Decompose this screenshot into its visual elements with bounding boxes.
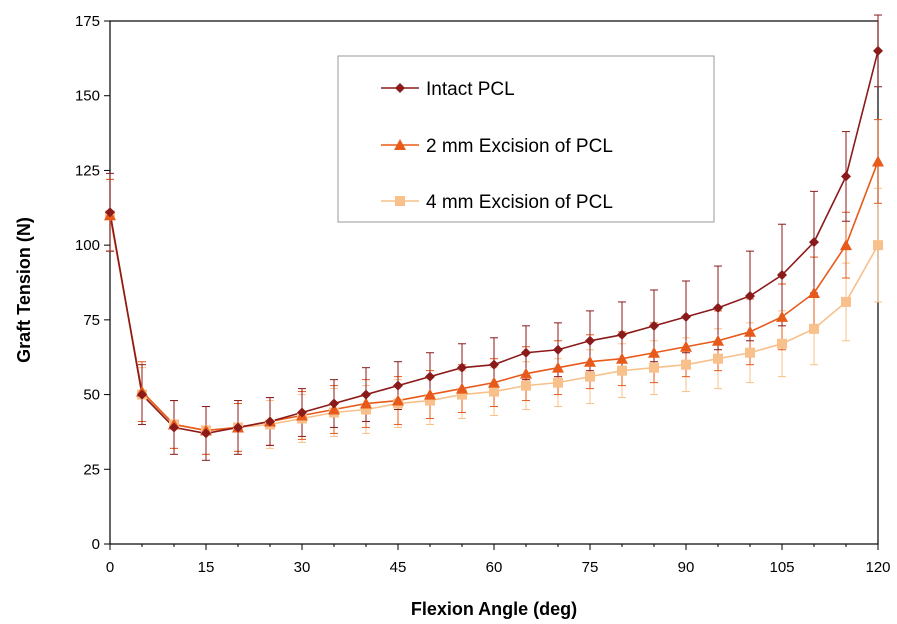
legend-marker-4-mm-excision-of-pcl <box>395 196 405 206</box>
x-tick-label: 75 <box>582 559 599 576</box>
y-tick-label: 125 <box>75 162 100 179</box>
data-point-2-mm-excision-of-pcl <box>616 352 628 364</box>
data-point-intact-pcl <box>585 335 595 346</box>
data-point-intact-pcl <box>137 389 147 400</box>
data-point-2-mm-excision-of-pcl <box>744 325 756 337</box>
data-point-4-mm-excision-of-pcl <box>361 404 371 415</box>
data-point-2-mm-excision-of-pcl <box>328 403 340 415</box>
y-tick-label: 25 <box>83 461 100 478</box>
data-point-intact-pcl <box>649 320 659 331</box>
data-point-2-mm-excision-of-pcl <box>488 376 500 388</box>
data-point-4-mm-excision-of-pcl <box>457 389 467 400</box>
y-tick-label: 50 <box>83 387 100 404</box>
data-point-intact-pcl <box>873 45 883 56</box>
x-tick-label: 0 <box>106 559 114 576</box>
data-point-intact-pcl <box>297 407 307 418</box>
data-point-4-mm-excision-of-pcl <box>521 380 531 391</box>
data-point-intact-pcl <box>553 344 563 355</box>
data-point-4-mm-excision-of-pcl <box>585 371 595 382</box>
data-point-4-mm-excision-of-pcl <box>681 359 691 370</box>
data-point-intact-pcl <box>745 290 755 301</box>
data-point-intact-pcl <box>361 389 371 400</box>
data-point-2-mm-excision-of-pcl <box>680 340 692 352</box>
x-axis-ticks: 0 15 30 45 60 75 90 105 120 <box>106 544 891 576</box>
data-point-intact-pcl <box>233 422 243 433</box>
legend: Intact PCL 2 mm Excision of PCL 4 mm Excis… <box>337 55 715 223</box>
data-point-intact-pcl <box>841 171 851 182</box>
data-point-2-mm-excision-of-pcl <box>648 346 660 358</box>
data-point-intact-pcl <box>713 302 723 313</box>
x-tick-label: 90 <box>678 559 695 576</box>
y-axis-ticks: 0 25 50 75 100 125 150 175 <box>75 13 110 553</box>
legend-label-4-mm-excision-of-pcl: 4 mm Excision of PCL <box>426 192 613 213</box>
x-tick-label: 120 <box>865 559 890 576</box>
series-markers <box>104 45 884 439</box>
x-tick-label: 105 <box>769 559 794 576</box>
data-point-2-mm-excision-of-pcl <box>840 239 852 251</box>
data-point-2-mm-excision-of-pcl <box>392 394 404 406</box>
data-point-4-mm-excision-of-pcl <box>777 338 787 349</box>
data-point-2-mm-excision-of-pcl <box>872 155 884 167</box>
legend-marker-2-mm-excision-of-pcl <box>394 139 406 150</box>
x-tick-label: 30 <box>294 559 311 576</box>
data-point-2-mm-excision-of-pcl <box>520 367 532 379</box>
data-point-2-mm-excision-of-pcl <box>584 355 596 367</box>
data-point-intact-pcl <box>681 311 691 322</box>
data-point-intact-pcl <box>393 380 403 391</box>
y-axis-title: Graft Tension (N) <box>14 217 34 363</box>
x-tick-label: 60 <box>486 559 503 576</box>
y-tick-label: 75 <box>83 312 100 329</box>
data-point-intact-pcl <box>105 207 115 218</box>
data-point-intact-pcl <box>169 422 179 433</box>
data-point-4-mm-excision-of-pcl <box>617 365 627 376</box>
data-point-2-mm-excision-of-pcl <box>776 310 788 322</box>
data-point-intact-pcl <box>617 329 627 340</box>
data-point-4-mm-excision-of-pcl <box>745 347 755 358</box>
y-tick-label: 150 <box>75 88 100 105</box>
data-point-intact-pcl <box>201 428 211 439</box>
legend-label-2-mm-excision-of-pcl: 2 mm Excision of PCL <box>426 136 613 157</box>
x-tick-label: 15 <box>198 559 215 576</box>
x-tick-label: 45 <box>390 559 407 576</box>
x-axis-title: Flexion Angle (deg) <box>411 599 577 619</box>
data-point-2-mm-excision-of-pcl <box>424 388 436 400</box>
data-point-intact-pcl <box>329 398 339 409</box>
data-point-2-mm-excision-of-pcl <box>456 382 468 394</box>
data-point-intact-pcl <box>457 362 467 373</box>
data-point-2-mm-excision-of-pcl <box>808 286 820 298</box>
data-point-4-mm-excision-of-pcl <box>873 240 883 251</box>
legend-marker-intact-pcl <box>395 83 405 93</box>
y-tick-label: 100 <box>75 237 100 254</box>
data-point-2-mm-excision-of-pcl <box>552 361 564 373</box>
data-point-4-mm-excision-of-pcl <box>489 386 499 397</box>
data-point-2-mm-excision-of-pcl <box>360 397 372 409</box>
data-point-intact-pcl <box>521 347 531 358</box>
data-point-intact-pcl <box>489 359 499 370</box>
data-point-intact-pcl <box>425 371 435 382</box>
data-point-4-mm-excision-of-pcl <box>553 377 563 388</box>
data-point-4-mm-excision-of-pcl <box>649 362 659 373</box>
legend-label-intact-pcl: Intact PCL <box>426 79 515 100</box>
data-point-intact-pcl <box>809 237 819 248</box>
data-point-2-mm-excision-of-pcl <box>712 334 724 346</box>
y-tick-label: 0 <box>92 536 100 553</box>
data-point-4-mm-excision-of-pcl <box>713 353 723 364</box>
y-tick-label: 175 <box>75 13 100 30</box>
data-point-4-mm-excision-of-pcl <box>809 323 819 334</box>
data-point-4-mm-excision-of-pcl <box>425 395 435 406</box>
data-point-4-mm-excision-of-pcl <box>841 296 851 307</box>
data-point-intact-pcl <box>777 270 787 281</box>
data-point-intact-pcl <box>265 416 275 427</box>
